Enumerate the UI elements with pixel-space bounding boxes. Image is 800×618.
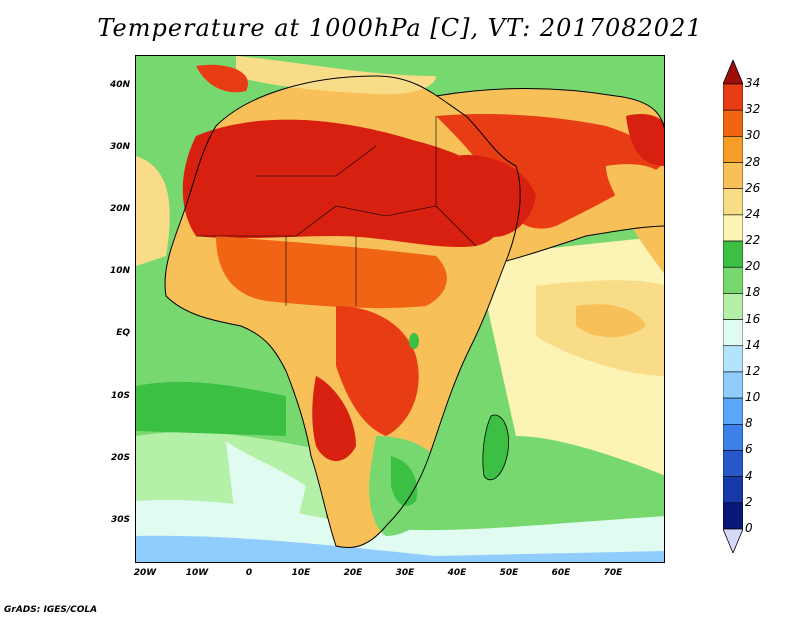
colorbar-segment	[723, 293, 743, 320]
colorbar-tick-label: 0	[745, 521, 753, 535]
arabia-peak-core	[456, 155, 536, 237]
africa-coastline	[164, 75, 521, 549]
temperature-field	[136, 56, 664, 562]
lon-label-0: 0	[245, 568, 253, 578]
colorbar-tick-label: 2	[745, 494, 753, 509]
lon-label-10e: 10E	[291, 568, 311, 578]
lon-label-30e: 30E	[395, 568, 415, 578]
lake-victoria	[409, 333, 419, 349]
colorbar-segment	[723, 423, 743, 451]
colorbar-segment	[723, 83, 743, 111]
sahel-warm-band	[216, 236, 447, 309]
lat-label-30n: 30N	[109, 142, 130, 152]
far-south-cold-band	[136, 535, 664, 562]
congo-warm-band	[336, 306, 419, 436]
colorbar-segment	[723, 371, 743, 399]
colorbar-tick-label: 6	[745, 442, 753, 457]
lat-label-40n: 40N	[109, 80, 130, 90]
country-borders	[196, 116, 477, 306]
canary-warm	[136, 156, 170, 266]
lon-label-20e: 20E	[343, 568, 363, 578]
colorbar-bottom-arrow	[723, 528, 743, 553]
colorbar-tick-label: 32	[745, 102, 761, 117]
colorbar-tick-label: 20	[745, 259, 761, 274]
colorbar-segment	[723, 319, 743, 347]
colorbar-tick-label: 18	[745, 285, 761, 300]
lat-label-20s: 20S	[110, 453, 130, 463]
colorbar-tick-label: 24	[745, 206, 761, 221]
arabia-coastline	[435, 88, 664, 262]
colorbar-tick-label: 22	[745, 233, 761, 248]
lon-label-70e: 70E	[603, 568, 623, 578]
colorbar-tick-label: 26	[745, 180, 761, 195]
colorbar-segment	[723, 476, 743, 504]
lat-label-20n: 20N	[109, 204, 130, 214]
colorbar-segments	[723, 60, 743, 553]
pakistan-hot-core	[626, 114, 664, 166]
lon-label-60e: 60E	[551, 568, 571, 578]
colorbar-tick-label: 10	[745, 390, 761, 405]
colorbar-tick-label: 8	[745, 416, 753, 431]
lat-label-10s: 10S	[110, 391, 130, 401]
lon-label-40e: 40E	[447, 568, 467, 578]
iberia-hot-patch	[196, 64, 248, 93]
colorbar-segment	[723, 214, 743, 242]
colorbar-tick-label: 30	[745, 128, 761, 143]
colorbar-tick-label: 4	[745, 468, 753, 483]
lat-label-10n: 10N	[109, 266, 130, 276]
temperature-map	[135, 55, 665, 563]
lat-label-30s: 30S	[110, 515, 130, 525]
arabia-hot-core	[436, 114, 661, 229]
angola-hot-patch	[312, 376, 356, 461]
benguela-cool-patch	[226, 441, 306, 526]
colorbar-segment	[723, 345, 743, 373]
colorbar-tick-label: 28	[745, 154, 761, 169]
colorbar-segment	[723, 240, 743, 268]
madagascar-coastline	[482, 414, 509, 481]
colorbar-tick-label: 14	[745, 337, 761, 352]
southeast-africa-cool-core	[391, 456, 418, 506]
gulf-of-guinea-warm-green	[136, 381, 286, 436]
north-atlantic	[136, 56, 246, 206]
colorbar-segment	[723, 266, 743, 294]
arabian-sea-hot-patch	[576, 304, 646, 338]
colorbar-segment	[723, 397, 743, 425]
lon-label-50e: 50E	[499, 568, 519, 578]
footer-credit: GrADS: IGES/COLA	[4, 605, 98, 615]
colorbar-segment	[723, 162, 743, 190]
lon-label-20w: 20W	[133, 568, 157, 578]
colorbar	[723, 60, 743, 553]
mediterranean-sea	[236, 56, 436, 95]
colorbar-segment	[723, 502, 743, 530]
india-landmass	[606, 164, 664, 274]
colorbar-tick-label: 16	[745, 311, 761, 326]
sahara-hot-core	[182, 119, 508, 248]
lon-label-10w: 10W	[185, 568, 209, 578]
colorbar-segment	[723, 136, 743, 163]
lat-label-eq: EQ	[116, 328, 130, 338]
colorbar-tick-label: 12	[745, 363, 761, 378]
map-title: Temperature at 1000hPa [C], VT: 20170820…	[97, 14, 703, 42]
colorbar-segment	[723, 109, 743, 137]
colorbar-top-arrow	[723, 60, 743, 85]
colorbar-tick-label: 34	[745, 76, 761, 90]
madagascar	[482, 415, 509, 480]
colorbar-segment	[723, 450, 743, 477]
colorbar-segment	[723, 188, 743, 216]
